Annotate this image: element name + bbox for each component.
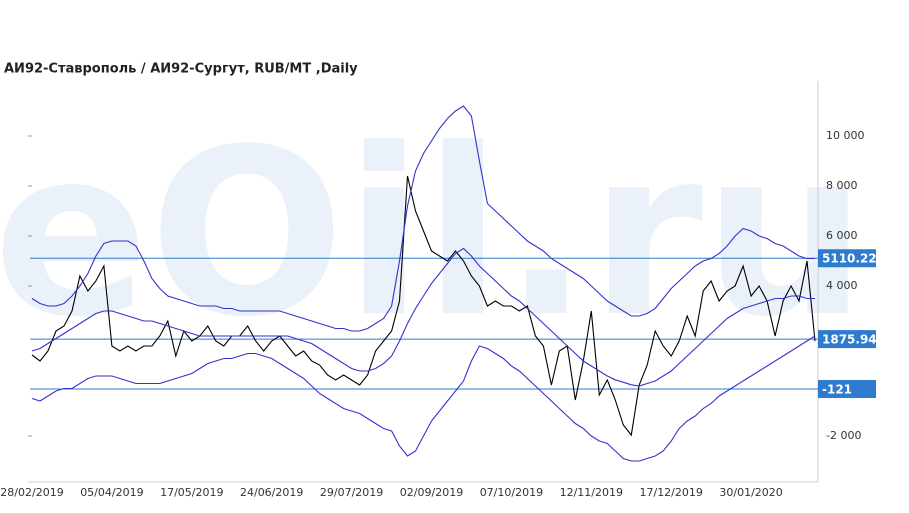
level-label: -121 <box>822 383 852 397</box>
x-tick-label: 17/12/2019 <box>639 486 702 499</box>
x-tick-label: 07/10/2019 <box>480 486 543 499</box>
x-tick-label: 29/07/2019 <box>320 486 383 499</box>
y-tick-label: 10 000 <box>826 129 865 142</box>
x-tick-label: 12/11/2019 <box>560 486 623 499</box>
y-tick-label: -2 000 <box>826 429 861 442</box>
y-tick-label: 6 000 <box>826 229 858 242</box>
y-tick-label: 4 000 <box>826 279 858 292</box>
x-tick-label: 02/09/2019 <box>400 486 463 499</box>
chart-title: АИ92-Ставрополь / АИ92-Сургут, RUB/MT ,D… <box>4 62 358 77</box>
series-line <box>31 247 815 387</box>
x-tick-label: 05/04/2019 <box>80 486 143 499</box>
series-line <box>31 175 816 437</box>
x-tick-label: 28/02/2019 <box>0 486 63 499</box>
y-tick-label: 8 000 <box>826 179 858 192</box>
x-tick-label: 17/05/2019 <box>160 486 223 499</box>
level-label-box <box>818 380 876 399</box>
x-tick-label: 24/06/2019 <box>240 486 303 499</box>
x-tick-label: 30/01/2020 <box>719 486 782 499</box>
series-line <box>31 105 815 332</box>
level-label: 5110.22 <box>822 252 877 266</box>
level-label: 1875.94 <box>822 333 877 347</box>
level-label-box <box>818 249 876 268</box>
level-label-box <box>818 330 876 349</box>
series-line <box>31 335 816 462</box>
